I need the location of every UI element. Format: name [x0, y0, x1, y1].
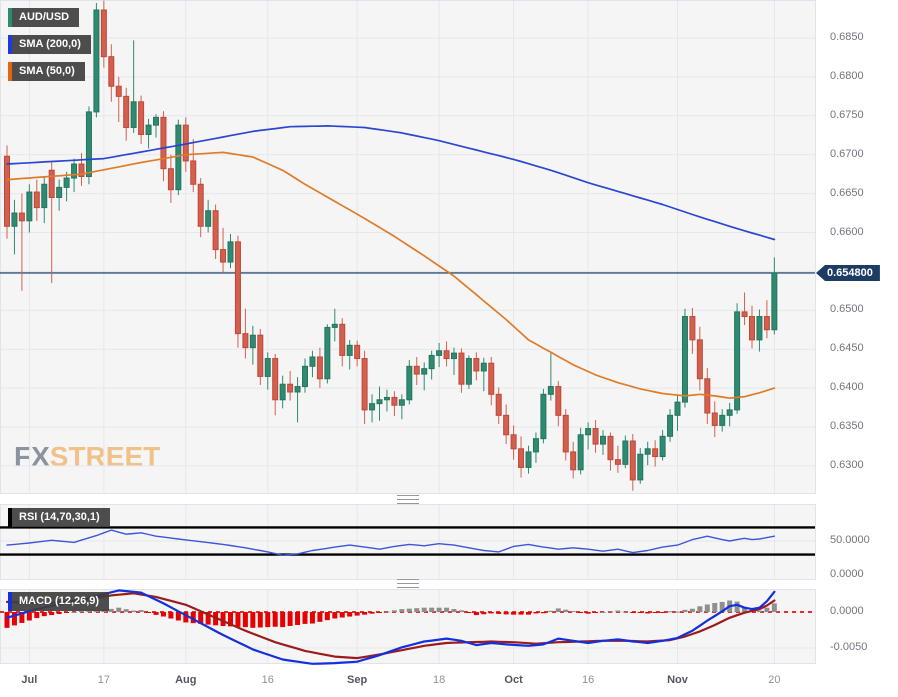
symbol-badge[interactable]: AUD/USD: [8, 8, 80, 27]
macd-axis-label: 0.0000: [830, 605, 864, 617]
sma200-legend-badge[interactable]: SMA (200,0): [8, 35, 91, 54]
macd-legend-badge[interactable]: MACD (12,26,9): [8, 592, 110, 611]
time-axis-label: Jul: [21, 674, 38, 686]
macd-panel[interactable]: [0, 589, 816, 664]
price-axis-label: 0.6850: [830, 31, 864, 43]
time-axis-label: 17: [97, 674, 110, 686]
sma50-legend-badge[interactable]: SMA (50,0): [8, 62, 85, 81]
panel-resize-handle-icon[interactable]: [397, 495, 419, 504]
rsi-axis-label: 50.0000: [830, 534, 870, 546]
price-axis-label: 0.6600: [830, 225, 864, 238]
rsi-legend-badge[interactable]: RSI (14,70,30,1): [8, 508, 110, 527]
time-axis-label: Sep: [347, 674, 368, 686]
price-axis-label: 0.6350: [830, 420, 864, 432]
price-axis-label: 0.6300: [830, 458, 864, 471]
panel-resize-handle-icon[interactable]: [397, 579, 419, 588]
rsi-panel[interactable]: [0, 504, 816, 580]
price-axis-label: 0.6450: [830, 342, 864, 355]
time-axis-label: 20: [768, 674, 781, 686]
macd-axis-label: -0.0050: [830, 641, 868, 653]
price-axis-label: 0.6700: [830, 147, 864, 160]
time-axis-label: 18: [432, 674, 446, 686]
time-axis-label: 16: [581, 674, 595, 686]
time-axis-label: 16: [261, 674, 274, 686]
rsi-axis-label: 0.0000: [830, 568, 864, 580]
price-axis-label: 0.6800: [830, 69, 864, 82]
price-axis-label: 0.6750: [830, 108, 864, 121]
time-axis-label: Nov: [667, 674, 688, 686]
price-axis-label: 0.6650: [830, 186, 864, 199]
time-axis-label: Aug: [175, 674, 197, 686]
price-axis-label: 0.6500: [830, 303, 864, 316]
last-price-badge: 0.654800: [816, 265, 880, 281]
time-axis-label: Oct: [504, 674, 523, 686]
price-axis-label: 0.6400: [830, 381, 864, 394]
